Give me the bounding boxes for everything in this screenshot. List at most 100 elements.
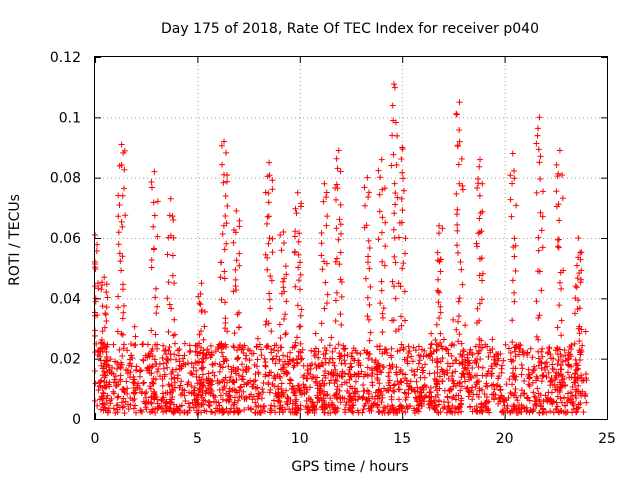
data-point bbox=[539, 188, 546, 195]
data-point bbox=[132, 333, 139, 340]
data-point bbox=[447, 363, 454, 370]
data-point bbox=[241, 381, 248, 388]
data-point bbox=[297, 349, 304, 356]
data-point bbox=[453, 190, 460, 197]
data-point bbox=[566, 351, 573, 358]
data-point bbox=[262, 189, 269, 196]
data-point bbox=[165, 328, 172, 335]
data-point bbox=[268, 328, 275, 335]
data-point bbox=[513, 202, 520, 209]
chart-title: Day 175 of 2018, Rate Of TEC Index for r… bbox=[161, 21, 539, 37]
data-point bbox=[526, 383, 533, 390]
data-point bbox=[235, 309, 242, 316]
data-point bbox=[116, 404, 123, 411]
data-point bbox=[433, 387, 440, 394]
data-point bbox=[280, 389, 287, 396]
data-point bbox=[153, 310, 160, 317]
data-point bbox=[120, 403, 127, 410]
data-point bbox=[312, 374, 319, 381]
data-point bbox=[520, 390, 527, 397]
data-point bbox=[225, 409, 232, 416]
data-point bbox=[95, 285, 102, 292]
data-point bbox=[171, 384, 178, 391]
data-point bbox=[507, 356, 514, 363]
data-point bbox=[514, 397, 521, 404]
data-point bbox=[277, 232, 284, 239]
data-point bbox=[577, 249, 584, 256]
data-point bbox=[376, 346, 383, 353]
data-point bbox=[582, 328, 589, 335]
data-point bbox=[335, 236, 342, 243]
data-point bbox=[337, 311, 344, 318]
data-point bbox=[317, 395, 324, 402]
data-point bbox=[207, 342, 214, 349]
data-point bbox=[118, 330, 125, 337]
data-point bbox=[455, 392, 462, 399]
data-point bbox=[220, 179, 227, 186]
data-point bbox=[578, 347, 585, 354]
data-point bbox=[566, 397, 573, 404]
data-point bbox=[537, 392, 544, 399]
data-point bbox=[554, 393, 561, 400]
data-point bbox=[365, 388, 372, 395]
data-point bbox=[325, 401, 332, 408]
data-point bbox=[568, 346, 575, 353]
data-point bbox=[199, 381, 206, 388]
data-point bbox=[200, 355, 207, 362]
data-point bbox=[167, 356, 174, 363]
data-point bbox=[478, 400, 485, 407]
data-point bbox=[241, 342, 248, 349]
data-point bbox=[451, 409, 458, 416]
data-point bbox=[476, 341, 483, 348]
data-point bbox=[491, 386, 498, 393]
data-point bbox=[113, 402, 120, 409]
data-point bbox=[351, 357, 358, 364]
data-point bbox=[564, 369, 571, 376]
data-point bbox=[366, 265, 373, 272]
data-point bbox=[413, 406, 420, 413]
data-point bbox=[225, 363, 232, 370]
data-point bbox=[222, 212, 229, 219]
data-point bbox=[253, 344, 260, 351]
data-point bbox=[491, 356, 498, 363]
data-point bbox=[254, 384, 261, 391]
data-point bbox=[390, 283, 397, 290]
data-point bbox=[101, 401, 108, 408]
data-point bbox=[226, 392, 233, 399]
data-point bbox=[545, 389, 552, 396]
data-point bbox=[350, 409, 357, 416]
data-point bbox=[246, 357, 253, 364]
data-point bbox=[408, 384, 415, 391]
data-point bbox=[261, 355, 268, 362]
data-point bbox=[280, 352, 287, 359]
data-point bbox=[572, 392, 579, 399]
data-point bbox=[318, 359, 325, 366]
data-point bbox=[547, 378, 554, 385]
data-point bbox=[99, 328, 106, 335]
data-point bbox=[361, 202, 368, 209]
data-point bbox=[398, 313, 405, 320]
data-point bbox=[280, 364, 287, 371]
data-point bbox=[333, 181, 340, 188]
data-point bbox=[269, 186, 276, 193]
data-point bbox=[374, 343, 381, 350]
data-point bbox=[198, 328, 205, 335]
data-point bbox=[334, 386, 341, 393]
data-point bbox=[164, 364, 171, 371]
data-point bbox=[338, 321, 345, 328]
data-point bbox=[312, 330, 319, 337]
data-point bbox=[211, 372, 218, 379]
data-point bbox=[204, 346, 211, 353]
data-point bbox=[400, 260, 407, 267]
data-point bbox=[566, 374, 573, 381]
data-point bbox=[115, 192, 122, 199]
data-point bbox=[153, 394, 160, 401]
data-point bbox=[151, 212, 158, 219]
data-point bbox=[266, 296, 273, 303]
data-point bbox=[317, 383, 324, 390]
data-point bbox=[338, 360, 345, 367]
data-point bbox=[231, 408, 238, 415]
data-point bbox=[215, 345, 222, 352]
data-point bbox=[348, 408, 355, 415]
data-point bbox=[556, 279, 563, 286]
